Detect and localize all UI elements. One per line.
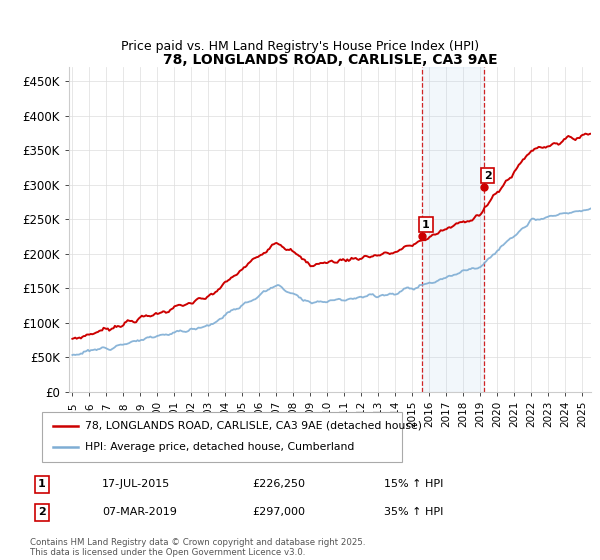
Text: 15% ↑ HPI: 15% ↑ HPI [384, 479, 443, 489]
Text: Price paid vs. HM Land Registry's House Price Index (HPI): Price paid vs. HM Land Registry's House … [121, 40, 479, 53]
Text: 1: 1 [38, 479, 46, 489]
Text: 1: 1 [422, 220, 430, 230]
Text: 17-JUL-2015: 17-JUL-2015 [102, 479, 170, 489]
Text: HPI: Average price, detached house, Cumberland: HPI: Average price, detached house, Cumb… [85, 442, 355, 452]
Text: 35% ↑ HPI: 35% ↑ HPI [384, 507, 443, 517]
Title: 78, LONGLANDS ROAD, CARLISLE, CA3 9AE: 78, LONGLANDS ROAD, CARLISLE, CA3 9AE [163, 53, 497, 67]
Text: 07-MAR-2019: 07-MAR-2019 [102, 507, 177, 517]
Text: £226,250: £226,250 [252, 479, 305, 489]
FancyBboxPatch shape [42, 412, 402, 462]
Text: £297,000: £297,000 [252, 507, 305, 517]
Text: 2: 2 [484, 171, 491, 181]
Text: 2: 2 [38, 507, 46, 517]
Text: Contains HM Land Registry data © Crown copyright and database right 2025.
This d: Contains HM Land Registry data © Crown c… [30, 538, 365, 557]
Bar [422, 67, 484, 392]
Text: 78, LONGLANDS ROAD, CARLISLE, CA3 9AE (detached house): 78, LONGLANDS ROAD, CARLISLE, CA3 9AE (d… [85, 421, 422, 431]
